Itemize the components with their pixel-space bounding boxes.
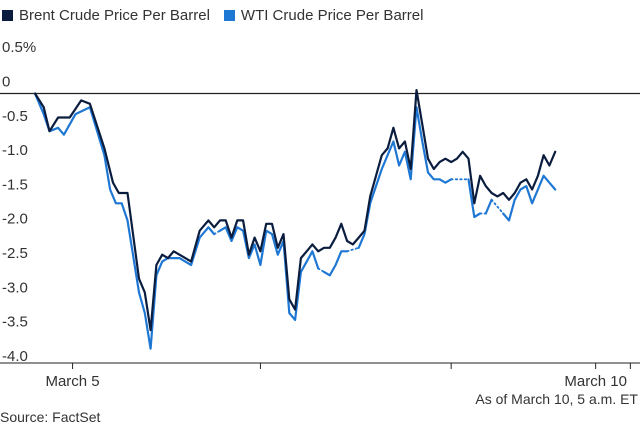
legend-label-brent: Brent Crude Price Per Barrel — [19, 7, 210, 24]
axes — [0, 92, 640, 369]
y-tick-label-7: -3.0 — [2, 279, 28, 296]
y-tick-label-2: -0.5 — [2, 108, 28, 125]
series-segment-0 — [33, 89, 557, 332]
legend-item-brent: Brent Crude Price Per Barrel — [2, 7, 210, 24]
series-segment-3 — [317, 267, 325, 273]
series-segment-2 — [218, 226, 320, 321]
series-segment-0 — [33, 92, 216, 350]
legend: Brent Crude Price Per Barrel WTI Crude P… — [2, 7, 437, 24]
y-tick-label-5: -2.0 — [2, 211, 28, 228]
x-axis-labels: March 5 March 10 — [45, 373, 626, 390]
x-tick-label-3: March 10 — [564, 373, 627, 390]
x-tick-label-0: March 5 — [45, 373, 99, 390]
series-segment-10 — [484, 198, 493, 215]
y-axis-labels: 0.5% 0 -0.5 -1.0 -1.5 -2.0 -2.5 -3.0 -3.5 -4.0 — [2, 39, 36, 365]
series-segment-1 — [213, 229, 221, 235]
y-tick-label-6: -2.5 — [2, 245, 28, 262]
y-tick-label-8: -3.5 — [2, 314, 28, 331]
as-of-note: As of March 10, 5 a.m. ET — [475, 391, 638, 407]
series-segment-4 — [322, 250, 349, 277]
series-segment-12 — [502, 174, 557, 222]
series-segment-11 — [490, 198, 505, 215]
legend-label-wti: WTI Crude Price Per Barrel — [240, 7, 424, 24]
y-tick-label-9: -4.0 — [2, 348, 28, 365]
y-tick-label-0: 0.5% — [2, 39, 36, 56]
series-brent-crude-price-per-barrel — [33, 89, 557, 332]
legend-swatch-wti — [223, 10, 235, 21]
series-lines — [33, 89, 557, 350]
series-segment-8 — [467, 178, 482, 219]
series-wti-crude-price-per-barrel — [33, 92, 557, 350]
series-segment-6 — [357, 106, 453, 249]
y-tick-label-1: 0 — [2, 74, 10, 91]
legend-swatch-brent — [2, 10, 13, 21]
source-note: Source: FactSet — [0, 409, 100, 425]
y-tick-label-3: -1.0 — [2, 142, 28, 159]
legend-item-wti: WTI Crude Price Per Barrel — [223, 7, 424, 24]
y-tick-label-4: -1.5 — [2, 176, 28, 193]
series-segment-5 — [346, 246, 360, 253]
